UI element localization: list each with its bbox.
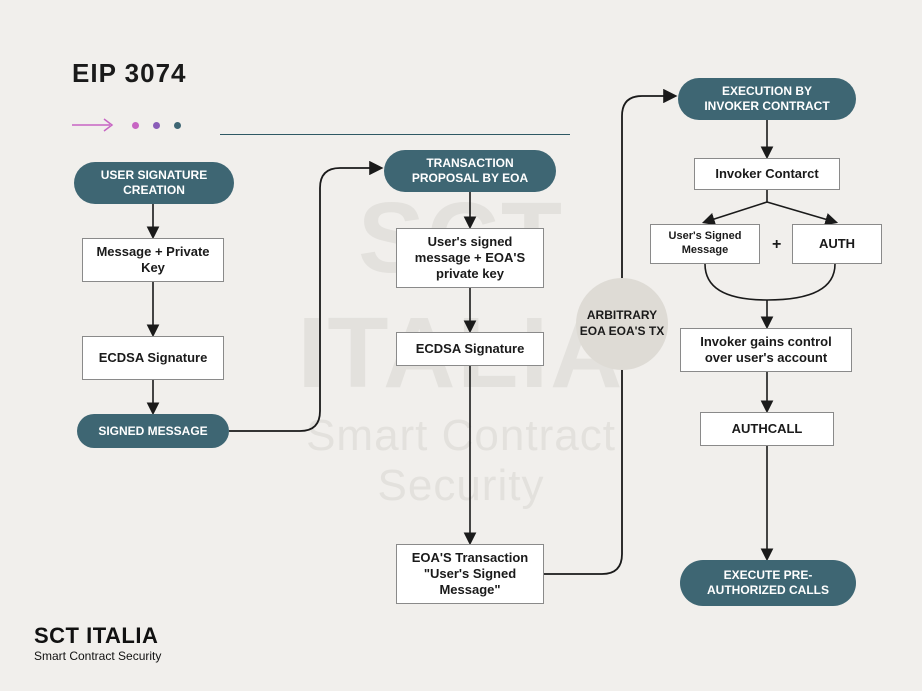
node-authcall: AUTHCALL [700,412,834,446]
node-arbitrary-eoa-tx: ARBITRARY EOA EOA'S TX [576,278,668,370]
plus-sign: + [772,236,781,254]
node-ecdsa-signature-b: ECDSA Signature [396,332,544,366]
node-auth: AUTH [792,224,882,264]
node-eoa-transaction: EOA'S Transaction "User's Signed Message… [396,544,544,604]
node-invoker-gains-control: Invoker gains control over user's accoun… [680,328,852,372]
node-transaction-proposal: TRANSACTION PROPOSAL BY EOA [384,150,556,192]
node-message-private-key: Message + Private Key [82,238,224,282]
node-users-signed-eoa-key: User's signed message + EOA'S private ke… [396,228,544,288]
brand-logo: SCT ITALIA Smart Contract Security [34,623,161,663]
node-users-signed-message: User's Signed Message [650,224,760,264]
node-signed-message: SIGNED MESSAGE [77,414,229,448]
node-invoker-contract: Invoker Contarct [694,158,840,190]
brand-name: SCT ITALIA [34,623,161,649]
node-ecdsa-signature-a: ECDSA Signature [82,336,224,380]
node-user-signature-creation: USER SIGNATURE CREATION [74,162,234,204]
node-execution-invoker: EXECUTION BY INVOKER CONTRACT [678,78,856,120]
brand-tagline: Smart Contract Security [34,649,161,663]
node-execute-calls: EXECUTE PRE-AUTHORIZED CALLS [680,560,856,606]
